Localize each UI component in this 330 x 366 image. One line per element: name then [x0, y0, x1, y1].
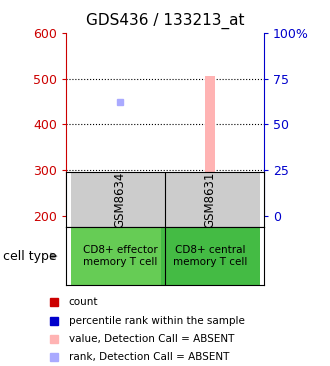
Text: rank, Detection Call = ABSENT: rank, Detection Call = ABSENT: [69, 352, 229, 362]
Bar: [71, 227, 170, 285]
Text: CD8+ central
memory T cell: CD8+ central memory T cell: [173, 245, 247, 267]
Text: GSM8631: GSM8631: [204, 171, 216, 228]
Text: cell type: cell type: [3, 250, 57, 263]
Bar: [71, 172, 170, 227]
Text: value, Detection Call = ABSENT: value, Detection Call = ABSENT: [69, 334, 234, 344]
Text: count: count: [69, 297, 98, 307]
Text: percentile rank within the sample: percentile rank within the sample: [69, 315, 245, 326]
Bar: [115, 172, 125, 216]
Bar: [160, 227, 259, 285]
Title: GDS436 / 133213_at: GDS436 / 133213_at: [86, 12, 244, 29]
Text: GSM8634: GSM8634: [114, 171, 126, 228]
Bar: [160, 172, 259, 227]
Text: CD8+ effector
memory T cell: CD8+ effector memory T cell: [82, 245, 157, 267]
Bar: [205, 76, 215, 216]
